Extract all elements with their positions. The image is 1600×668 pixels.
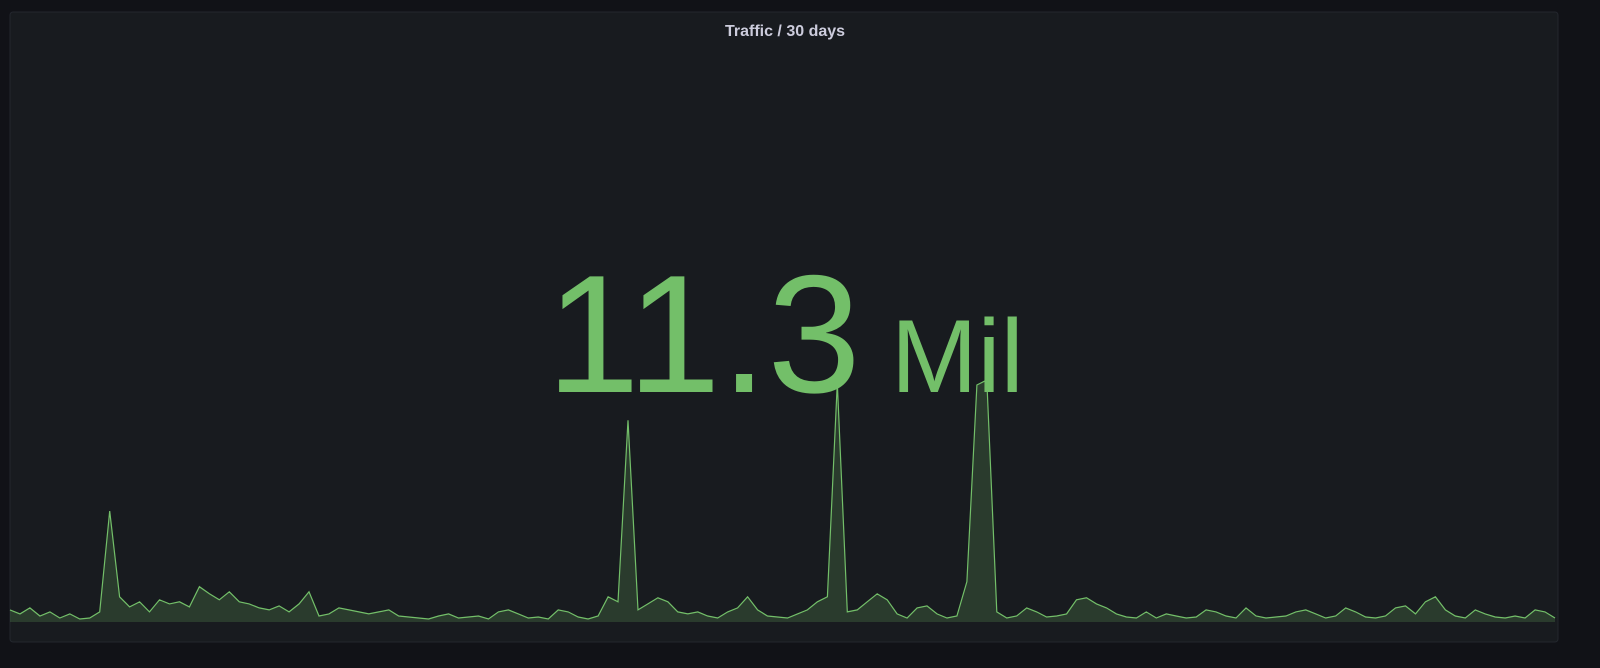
sparkline <box>9 379 1556 622</box>
sparkline-line <box>9 379 1556 620</box>
panel-frame <box>9 11 1559 643</box>
stat-value: 11.3 <box>546 240 861 428</box>
panel-title[interactable]: Traffic / 30 days <box>725 23 845 40</box>
stat-unit: Mil <box>891 299 1024 415</box>
